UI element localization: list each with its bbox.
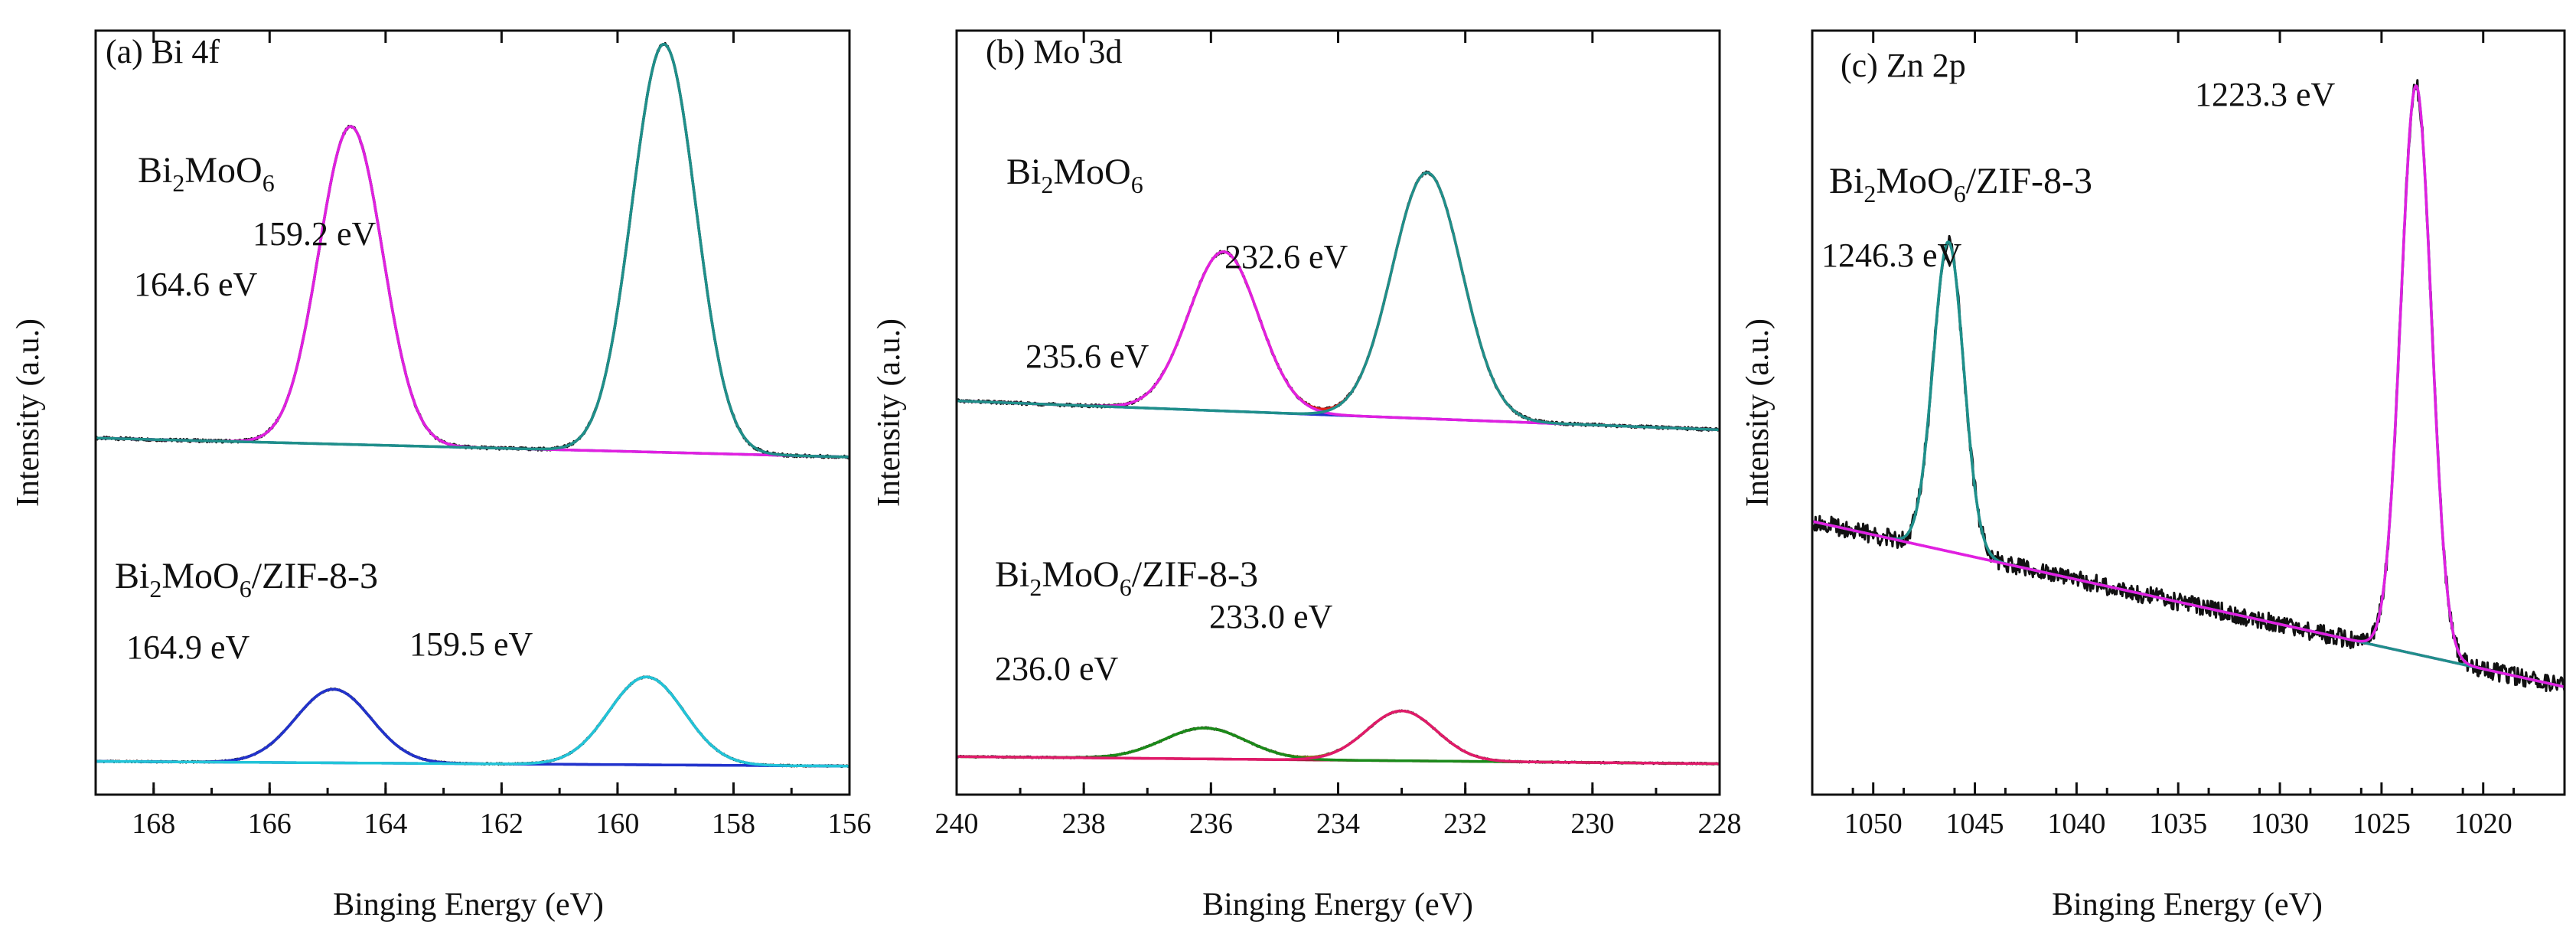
- x-axis-label: Binging Energy (eV): [2052, 887, 2323, 923]
- envelope-fit-line: [96, 675, 849, 768]
- peak-label: 233.0 eV: [1209, 598, 1333, 635]
- raw-data-line: [96, 675, 849, 768]
- x-tick-label: 168: [132, 808, 175, 840]
- x-tick-label: 160: [595, 808, 639, 840]
- peak-fit-line: [957, 709, 1720, 766]
- x-tick-label: 238: [1062, 808, 1106, 840]
- x-tick-label: 230: [1570, 808, 1614, 840]
- panel-title: (a) Bi 4f: [106, 33, 220, 70]
- envelope-fit-line: [957, 171, 1720, 432]
- spectrum-1: [96, 41, 849, 460]
- panel-title: (b) Mo 3d: [986, 33, 1122, 70]
- spectrum-2: [957, 709, 1720, 766]
- y-axis-label: Intensity (a.u.): [11, 318, 46, 507]
- x-tick-label: 1045: [1946, 808, 2004, 840]
- peak-fit-line: [96, 687, 849, 768]
- sample-label: Bi2MoO6/ZIF-8-3: [995, 554, 1258, 601]
- plot-frame: [1811, 29, 2566, 796]
- envelope-fit-line: [957, 709, 1720, 766]
- sample-label: Bi2MoO6/ZIF-8-3: [115, 556, 378, 602]
- x-tick-label: 158: [712, 808, 755, 840]
- panel-1: Bi2MoO6 164.6 eV 159.2 eV Bi2MoO6/ZIF-8-3 16…: [11, 29, 872, 923]
- x-tick-label: 164: [364, 808, 407, 840]
- peak-label: 164.6 eV: [134, 266, 258, 303]
- peak-fit-line: [957, 171, 1720, 432]
- x-tick-label: 236: [1189, 808, 1233, 840]
- x-tick-label: 228: [1698, 808, 1742, 840]
- peak-label: 159.2 eV: [253, 215, 377, 253]
- raw-data-line: [96, 41, 849, 460]
- x-axis-label: Binging Energy (eV): [333, 887, 604, 923]
- y-axis-label: Intensity (a.u.): [872, 318, 907, 507]
- plot-frame: [94, 29, 851, 796]
- peak-label: 1223.3 eV: [2195, 76, 2336, 113]
- x-tick-label: 156: [828, 808, 872, 840]
- x-tick-label: 232: [1443, 808, 1487, 840]
- spectrum-1: [1812, 79, 2565, 692]
- x-tick-label: 240: [935, 808, 979, 840]
- panel-3: Bi2MoO6/ZIF-8-3 1246.3 eV 1223.3 eV 1050 104…: [1740, 29, 2566, 923]
- x-tick-label: 1020: [2454, 808, 2512, 840]
- peak-label: 159.5 eV: [409, 625, 533, 663]
- peak-fit-line: [96, 675, 849, 768]
- raw-data-line: [957, 170, 1720, 432]
- peak-label: 164.9 eV: [126, 629, 250, 666]
- sample-label: Bi2MoO6: [138, 150, 275, 197]
- envelope-fit-line: [96, 42, 849, 459]
- x-tick-label: 1040: [2047, 808, 2105, 840]
- peak-label: 232.6 eV: [1224, 238, 1348, 276]
- sample-label: Bi2MoO6/ZIF-8-3: [1829, 161, 2092, 207]
- peak-fit-line: [1812, 84, 2565, 688]
- peak-label: 1246.3 eV: [1821, 237, 1962, 274]
- x-tick-label: 1025: [2353, 808, 2411, 840]
- sample-label: Bi2MoO6: [1006, 152, 1143, 198]
- x-tick-label: 1030: [2251, 808, 2309, 840]
- x-tick-label: 1035: [2149, 808, 2207, 840]
- x-tick-label: 234: [1316, 808, 1360, 840]
- peak-label: 235.6 eV: [1026, 338, 1149, 375]
- peak-label: 236.0 eV: [995, 650, 1119, 687]
- peak-fit-line: [96, 42, 849, 459]
- y-axis-label: Intensity (a.u.): [1740, 318, 1775, 507]
- panel-title: (c) Zn 2p: [1841, 47, 1966, 84]
- spectrum-1: [957, 170, 1720, 432]
- x-axis-label: Binging Energy (eV): [1202, 887, 1473, 923]
- x-tick-label: 1050: [1844, 808, 1903, 840]
- x-tick-label: 162: [480, 808, 523, 840]
- spectrum-2: [96, 675, 849, 768]
- x-tick-label: 166: [248, 808, 292, 840]
